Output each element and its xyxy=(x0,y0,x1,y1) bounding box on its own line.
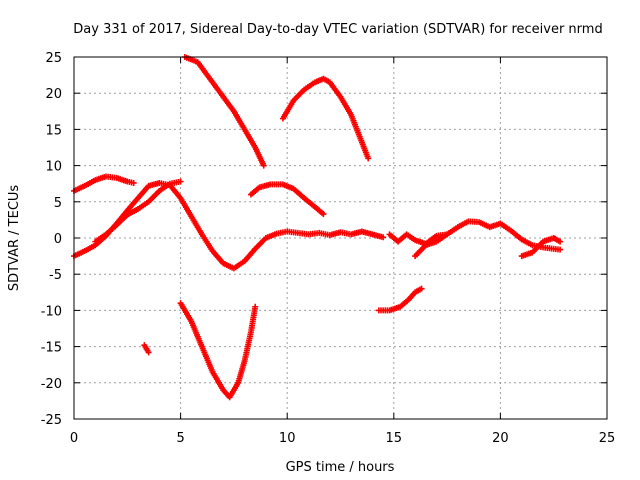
x-tick-label: 20 xyxy=(492,431,509,446)
data-marks xyxy=(71,54,564,401)
data-point xyxy=(557,238,564,245)
y-tick-label: 25 xyxy=(45,51,62,66)
y-tick-label: 15 xyxy=(45,123,62,138)
x-tick-label: 10 xyxy=(279,431,296,446)
axis-ticks: 0 5 10 15 20 25 -25 -20 -15 -10 -5 0 5 10 15 20 25 xyxy=(41,51,616,446)
data-point xyxy=(130,179,137,186)
series-track-6 xyxy=(247,181,327,218)
data-point xyxy=(252,303,259,310)
data-point xyxy=(177,178,184,185)
series-track-8 xyxy=(177,300,259,401)
y-tick-label: -10 xyxy=(41,304,62,319)
x-axis-label: GPS time / hours xyxy=(286,460,395,475)
series-track-9 xyxy=(375,285,425,314)
x-tick-label: 5 xyxy=(176,431,184,446)
y-axis-label: SDTVAR / TECUs xyxy=(7,185,22,292)
data-point xyxy=(145,349,152,356)
data-point xyxy=(260,162,267,169)
data-point xyxy=(557,246,564,253)
y-tick-label: -15 xyxy=(41,341,62,356)
y-tick-label: 5 xyxy=(54,196,62,211)
data-point xyxy=(320,211,327,218)
series-track-12 xyxy=(518,235,564,260)
x-tick-label: 25 xyxy=(599,431,616,446)
data-point xyxy=(365,155,372,162)
x-tick-label: 15 xyxy=(386,431,403,446)
y-tick-label: -20 xyxy=(41,377,62,392)
series-track-3 xyxy=(92,178,184,245)
series-track-11 xyxy=(412,231,451,260)
y-tick-label: -5 xyxy=(49,268,62,283)
series-track-10 xyxy=(386,218,564,253)
series-track-7 xyxy=(141,342,152,356)
x-tick-label: 0 xyxy=(70,431,78,446)
y-tick-label: 20 xyxy=(45,87,62,102)
y-tick-label: 10 xyxy=(45,160,62,175)
y-tick-label: -25 xyxy=(41,413,62,428)
data-point xyxy=(444,231,451,238)
y-tick-label: 0 xyxy=(54,232,62,247)
series-track-4 xyxy=(181,54,267,169)
data-point xyxy=(380,234,387,241)
chart-title: Day 331 of 2017, Sidereal Day-to-day VTE… xyxy=(73,22,602,37)
series-track-5 xyxy=(279,75,372,162)
data-point xyxy=(418,285,425,292)
